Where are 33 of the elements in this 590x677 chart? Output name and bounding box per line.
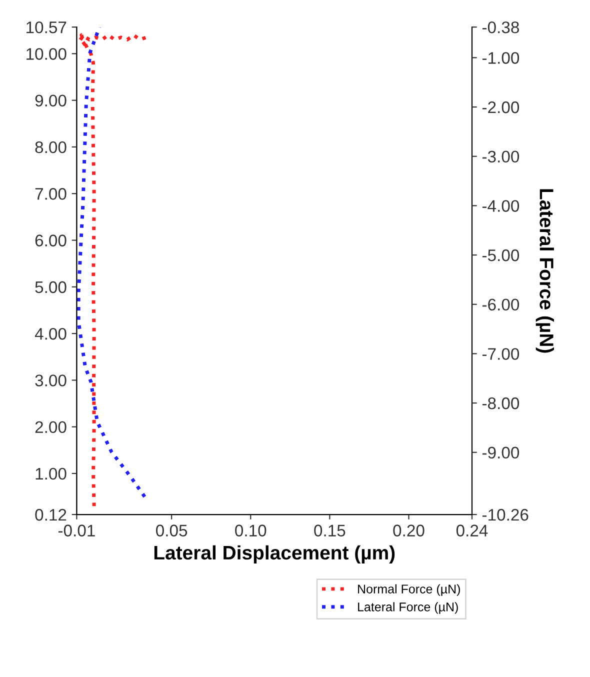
- x-tick-label: 0.05: [156, 524, 188, 536]
- legend-label: Normal Force (µN): [358, 584, 460, 596]
- y-tick-label: 1.00: [36, 468, 66, 480]
- y2-tick-label: -9.00: [482, 446, 520, 459]
- y2-tick-label: -3.00: [482, 150, 520, 163]
- y-tick-label: 6.00: [35, 234, 66, 246]
- y2-tick-label: -2.00: [482, 101, 520, 114]
- y-tick-label: 8.00: [35, 141, 66, 154]
- y-tick-label: 10.00: [26, 48, 66, 60]
- legend-label: Lateral Force (µN): [358, 602, 458, 614]
- x-tick-label: 0.20: [393, 524, 424, 536]
- y2-tick-label: -6.00: [482, 298, 520, 311]
- y2-tick-label: -8.00: [482, 397, 520, 410]
- x-tick-label: 0.24: [456, 524, 488, 536]
- x-axis-title: Lateral Displacement (µm): [154, 545, 395, 564]
- y-tick-label: 10.57: [26, 21, 66, 34]
- y2-axis-title: Lateral Force (µN): [536, 189, 554, 353]
- x-tick-label: -0.01: [58, 524, 95, 536]
- y2-tick-label: -0.38: [482, 21, 519, 34]
- y2-tick-label: -1.00: [482, 52, 520, 64]
- x-tick-label: 0.15: [314, 524, 346, 536]
- y-tick-label: 5.00: [35, 281, 66, 294]
- y-tick-label: 9.00: [35, 94, 66, 107]
- x-tick-label: 0.10: [235, 524, 266, 536]
- y2-tick-label: -10.26: [482, 508, 528, 521]
- y-tick-label: 4.00: [34, 328, 66, 340]
- y-tick-label: 0.12: [35, 508, 66, 521]
- y-tick-label: 7.00: [35, 188, 66, 200]
- y-tick-label: 2.00: [35, 421, 66, 434]
- y2-tick-label: -7.00: [482, 348, 520, 360]
- y2-tick-label: -4.00: [482, 200, 520, 212]
- y2-tick-label: -5.00: [482, 249, 520, 262]
- y-tick-label: 3.00: [35, 374, 66, 386]
